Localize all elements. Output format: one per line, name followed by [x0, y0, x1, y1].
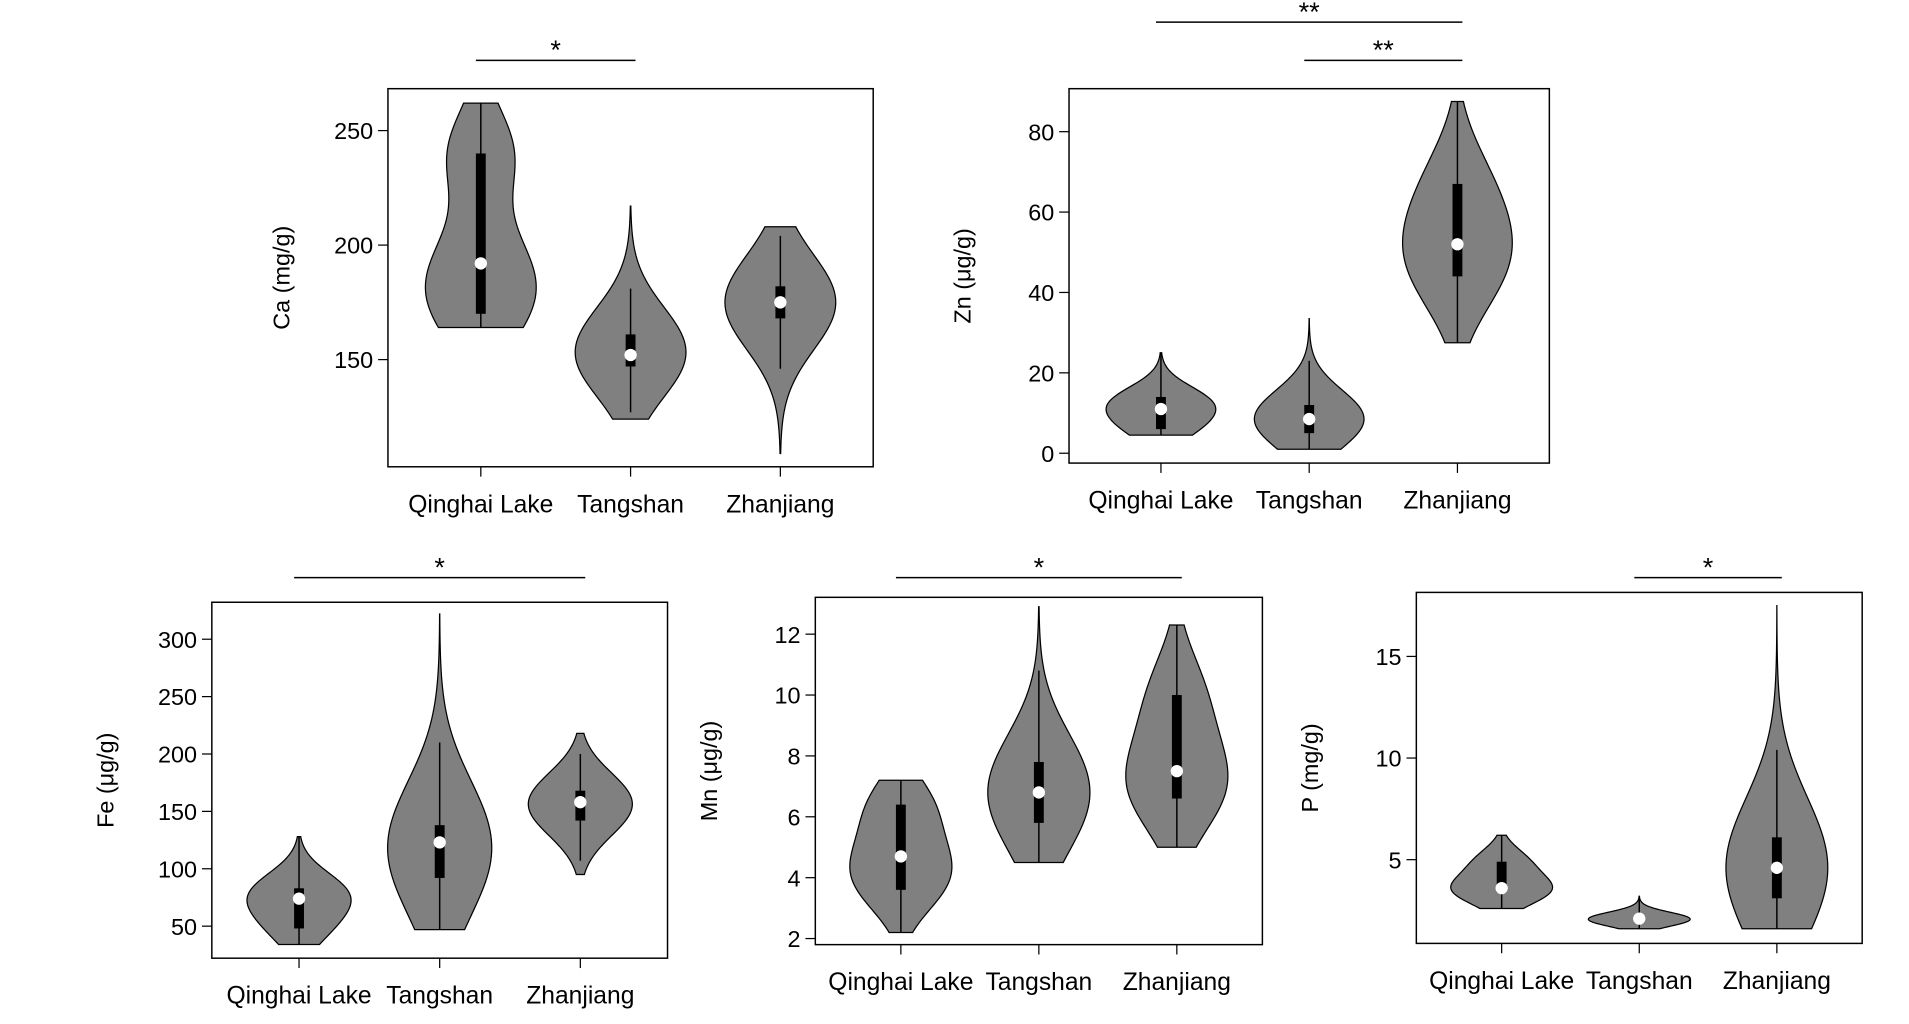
y-tick-label: 8	[788, 744, 801, 770]
y-tick-label: 250	[334, 118, 373, 144]
y-tick-label: 300	[158, 627, 197, 653]
iqr-box	[1496, 861, 1507, 893]
y-tick-label: 6	[788, 804, 801, 830]
median	[1032, 786, 1046, 799]
median	[624, 348, 637, 362]
y-tick-label: 80	[1028, 119, 1054, 145]
iqr-box	[1171, 695, 1182, 799]
significance-label: **	[1299, 0, 1321, 27]
x-tick-label: Qinghai Lake	[1429, 968, 1574, 995]
median	[1154, 402, 1168, 416]
y-tick-label: 50	[171, 914, 197, 940]
x-tick-label: Zhanjiang	[526, 983, 634, 1010]
y-tick-label: 250	[158, 684, 197, 710]
y-tick-label: 20	[1028, 360, 1054, 386]
iqr-box	[895, 804, 906, 890]
x-tick-label: Qinghai Lake	[408, 491, 553, 518]
y-axis-label: Fe (μg/g)	[92, 733, 118, 828]
iqr-box	[475, 153, 486, 314]
median	[292, 892, 306, 905]
median	[1495, 881, 1508, 895]
significance-label: *	[550, 34, 561, 65]
x-tick-label: Qinghai Lake	[828, 969, 973, 996]
significance-label: *	[1034, 551, 1045, 582]
y-tick-label: 15	[1376, 644, 1402, 670]
y-tick-label: 0	[1041, 441, 1054, 467]
x-tick-label: Qinghai Lake	[226, 983, 371, 1010]
panel: 50 100 150 200 250 300 Fe (μg/g) Qinghai Lake Ta…	[92, 551, 669, 1010]
x-tick-label: Tangshan	[985, 969, 1092, 996]
median	[1170, 764, 1183, 778]
median	[1633, 912, 1646, 925]
panel: 0 20 40 60 80 Zn (μg/g) Qinghai Lake Tangshan Zh…	[950, 0, 1551, 515]
x-tick-label: Zhanjiang	[1723, 968, 1831, 995]
y-tick-label: 40	[1028, 280, 1054, 306]
median	[1303, 412, 1316, 426]
iqr-box	[1452, 183, 1463, 277]
y-tick-label: 2	[788, 926, 801, 952]
panel: 2 4 6 8 10 12 Mn (μg/g) Qinghai Lake Tangshan Zha…	[696, 551, 1264, 996]
median	[433, 836, 446, 849]
x-tick-label: Zhanjiang	[726, 491, 834, 518]
y-tick-label: 12	[775, 622, 801, 648]
iqr-box	[434, 825, 445, 878]
x-tick-label: Zhanjiang	[1403, 488, 1511, 515]
median	[894, 850, 908, 863]
median	[774, 296, 787, 309]
x-tick-label: Tangshan	[1256, 488, 1363, 515]
y-tick-label: 150	[334, 347, 373, 373]
x-tick-label: Tangshan	[1586, 968, 1693, 995]
y-tick-label: 5	[1389, 847, 1402, 873]
y-tick-label: 4	[788, 865, 801, 891]
y-axis-label: P (mg/g)	[1297, 723, 1323, 812]
median	[474, 257, 487, 270]
x-tick-label: Tangshan	[577, 491, 684, 518]
panel: 150 200 250 Ca (mg/g) Qinghai Lake Tangshan Zh…	[268, 34, 874, 518]
x-tick-label: Zhanjiang	[1123, 969, 1231, 996]
y-axis-label: Ca (mg/g)	[268, 226, 294, 330]
significance-label: *	[1703, 551, 1714, 582]
y-tick-label: 60	[1028, 200, 1054, 226]
y-axis-label: Zn (μg/g)	[950, 228, 976, 323]
y-tick-label: 100	[158, 856, 197, 882]
median	[574, 796, 587, 809]
median	[1451, 238, 1464, 251]
y-tick-label: 200	[158, 742, 197, 768]
y-tick-label: 10	[775, 683, 801, 709]
y-axis-label: Mn (μg/g)	[696, 721, 722, 822]
significance-label: *	[434, 551, 445, 582]
y-tick-label: 150	[158, 799, 197, 825]
x-tick-label: Tangshan	[386, 983, 493, 1010]
y-tick-label: 10	[1376, 746, 1402, 772]
iqr-box	[294, 888, 304, 929]
x-tick-label: Qinghai Lake	[1088, 488, 1233, 515]
significance-label: **	[1373, 34, 1395, 65]
panel: 5 10 15 P (mg/g) Qinghai Lake Tangshan Zhanjia…	[1297, 551, 1863, 995]
median	[1770, 861, 1784, 874]
y-tick-label: 200	[334, 233, 373, 259]
